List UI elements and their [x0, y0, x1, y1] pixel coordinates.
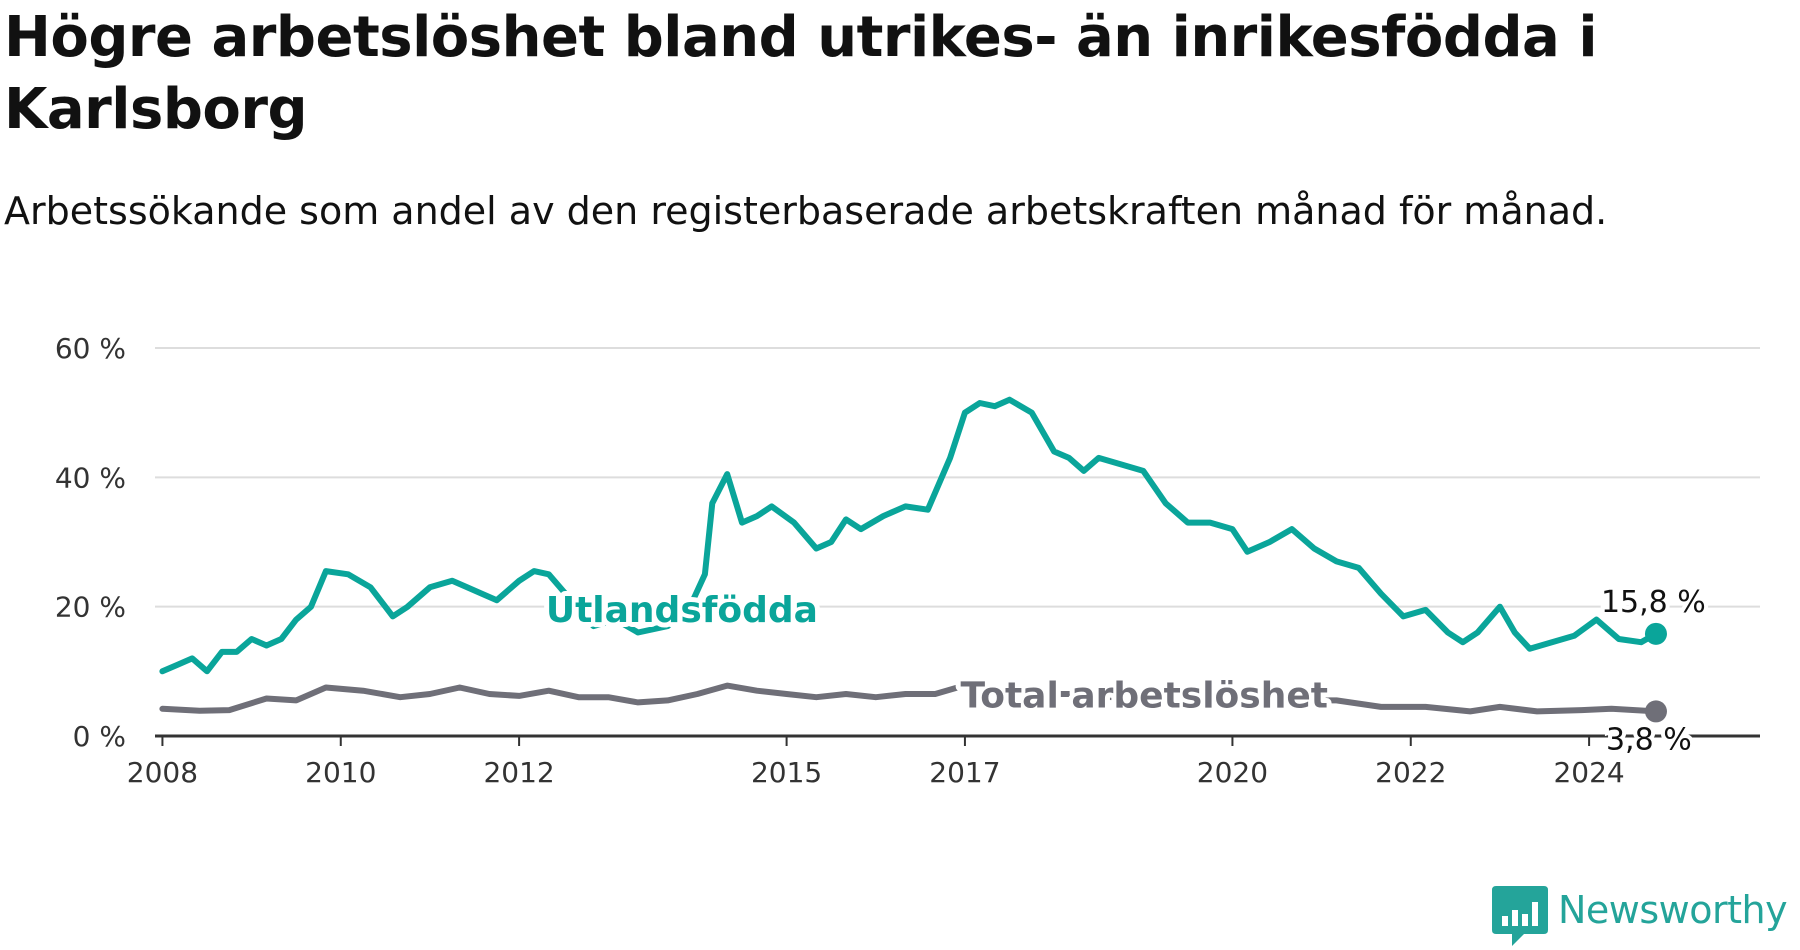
end-value-halo: 15,8 % [1601, 585, 1706, 620]
series-end-point [1644, 700, 1667, 723]
y-tick-label: 0 % [73, 720, 126, 753]
series-end-point [1644, 622, 1667, 645]
series-label-halo: Total arbetslöshet [960, 675, 1328, 716]
x-tick-label: 2022 [1375, 756, 1446, 789]
x-tick-label: 2017 [929, 756, 1000, 789]
x-tick-label: 2015 [751, 756, 822, 789]
y-tick-label: 40 % [55, 461, 126, 494]
series-line [159, 681, 1659, 715]
end-value-label: 3,8 % [1606, 722, 1692, 757]
end-value-halo: 3,8 % [1606, 722, 1692, 757]
y-tick-label: 60 % [55, 332, 126, 365]
chart-subtitle: Arbetssökande som andel av den registerb… [4, 189, 1608, 233]
x-tick-label: 2024 [1553, 756, 1624, 789]
x-tick-label: 2012 [483, 756, 554, 789]
x-tick-label: 2008 [127, 756, 198, 789]
series-line [159, 396, 1659, 675]
end-value-label: 15,8 % [1601, 585, 1706, 620]
y-tick-label: 20 % [55, 591, 126, 624]
series-name-label: Total arbetslöshet [960, 675, 1328, 716]
brand-name: Newsworthy [1558, 888, 1788, 932]
series-lines [159, 396, 1667, 723]
x-tick-label: 2010 [305, 756, 376, 789]
series-name-label: Utlandsfödda [546, 590, 818, 631]
chart-title: Högre arbetslöshet bland utrikes- än inr… [4, 5, 1598, 142]
x-tick-label: 2020 [1197, 756, 1268, 789]
series-label-halo: Utlandsfödda [546, 590, 818, 631]
newsworthy-logo-icon [1492, 886, 1548, 946]
grid-lines [155, 347, 1760, 738]
x-axis-ticks: 2008 2010 2012 2015 2017 2020 2022 2024 [127, 736, 1625, 789]
y-axis-ticks: 0 % 20 % 40 % 60 % [55, 332, 126, 753]
